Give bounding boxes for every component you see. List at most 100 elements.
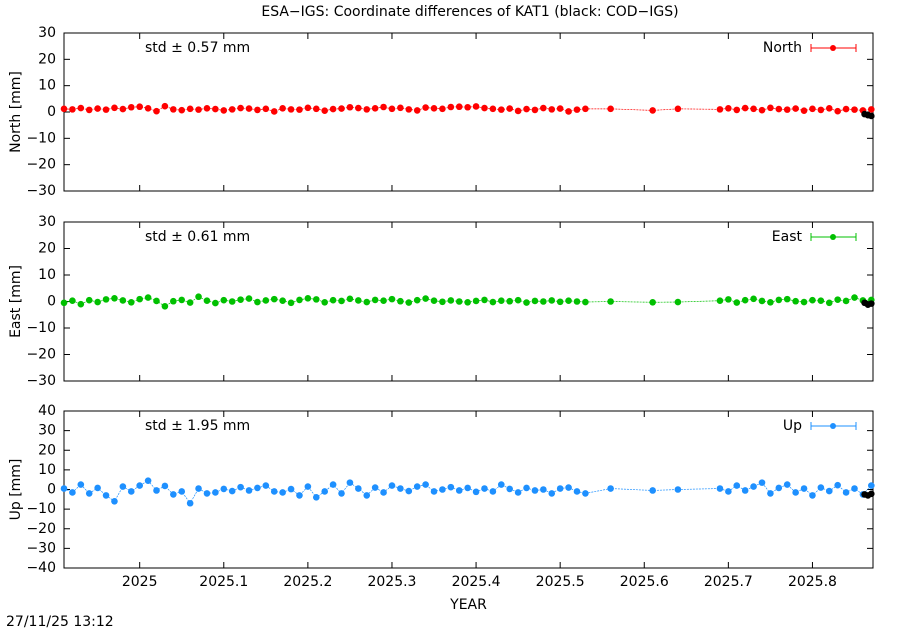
x-tick-label: 2025.8 — [788, 574, 837, 590]
data-point — [312, 494, 320, 501]
data-point — [817, 106, 825, 114]
data-point — [758, 297, 766, 305]
data-point — [523, 105, 530, 113]
data-point — [144, 105, 152, 112]
data-point — [430, 105, 438, 112]
data-point — [279, 105, 286, 112]
data-point — [725, 296, 732, 303]
legend-label: East — [772, 229, 803, 245]
data-point — [556, 105, 564, 112]
data-point — [94, 298, 101, 306]
data-point — [270, 488, 278, 495]
data-point — [565, 297, 572, 305]
data-point — [195, 485, 202, 492]
data-point — [783, 295, 791, 303]
data-point — [422, 104, 429, 111]
data-point — [548, 297, 556, 304]
data-point — [472, 297, 480, 305]
data-point — [338, 490, 345, 497]
data-point — [750, 105, 757, 113]
data-point — [170, 297, 177, 305]
data-point — [422, 481, 429, 488]
data-point — [775, 296, 783, 304]
data-point — [203, 105, 211, 112]
data-point — [548, 106, 556, 113]
data-point — [77, 481, 85, 488]
data-point — [783, 106, 791, 113]
data-point — [489, 298, 497, 306]
data-point — [548, 490, 556, 497]
data-point — [725, 488, 732, 495]
data-point — [674, 105, 682, 113]
data-point — [868, 300, 875, 307]
data-point — [161, 102, 169, 110]
data-point — [447, 297, 455, 304]
data-point — [767, 104, 774, 112]
data-point — [380, 489, 387, 496]
data-point — [287, 485, 295, 493]
data-point — [85, 490, 93, 497]
data-point — [439, 298, 446, 306]
data-point — [809, 105, 816, 113]
y-tick-label: 30 — [38, 25, 56, 41]
data-point — [203, 297, 211, 305]
y-tick-label: 30 — [38, 214, 56, 230]
data-point — [649, 487, 656, 494]
data-point — [556, 485, 564, 492]
data-point — [397, 104, 404, 112]
data-point — [144, 477, 152, 484]
data-point — [716, 297, 724, 305]
data-point — [262, 482, 270, 489]
data-point — [60, 299, 68, 307]
data-point — [514, 489, 522, 496]
data-point — [767, 490, 774, 497]
data-point — [825, 105, 833, 112]
y-axis-label: East [mm] — [8, 265, 24, 338]
data-point — [573, 106, 581, 113]
data-point — [94, 105, 101, 112]
data-point — [868, 490, 875, 498]
x-tick-label: 2025.4 — [452, 574, 501, 590]
data-point — [809, 492, 816, 499]
data-point — [279, 297, 286, 305]
data-point — [842, 489, 850, 496]
data-point — [346, 295, 354, 303]
y-tick-label: −20 — [26, 157, 56, 173]
data-point — [136, 295, 143, 303]
data-point — [161, 482, 169, 490]
data-point — [540, 486, 547, 493]
data-point — [750, 483, 757, 490]
data-point — [304, 483, 312, 490]
data-point — [85, 106, 93, 114]
data-point — [296, 106, 303, 113]
data-point — [868, 482, 875, 489]
data-point — [481, 104, 488, 112]
data-point — [60, 485, 68, 492]
data-point — [254, 298, 261, 306]
legend-marker — [830, 45, 836, 51]
data-point — [792, 297, 799, 305]
data-point — [481, 485, 488, 492]
timestamp: 27/11/25 13:12 — [6, 614, 114, 630]
data-point — [186, 299, 194, 306]
std-annotation: std ± 0.61 mm — [145, 229, 250, 245]
data-point — [153, 297, 160, 305]
data-point — [792, 105, 799, 112]
y-tick-label: 20 — [38, 442, 56, 458]
data-point — [792, 489, 799, 496]
data-point — [800, 485, 808, 492]
data-point — [733, 106, 741, 114]
x-tick-label: 2025.5 — [536, 574, 585, 590]
y-tick-label: 0 — [47, 104, 56, 120]
y-tick-label: 10 — [38, 462, 56, 478]
x-tick-label: 2025.2 — [283, 574, 332, 590]
data-point — [472, 488, 480, 496]
data-point — [245, 487, 253, 494]
data-point — [69, 106, 76, 113]
data-point — [355, 104, 362, 112]
data-point — [817, 297, 825, 305]
data-point — [741, 487, 749, 494]
data-point — [531, 487, 539, 494]
data-point — [506, 105, 514, 112]
data-point — [186, 105, 194, 113]
